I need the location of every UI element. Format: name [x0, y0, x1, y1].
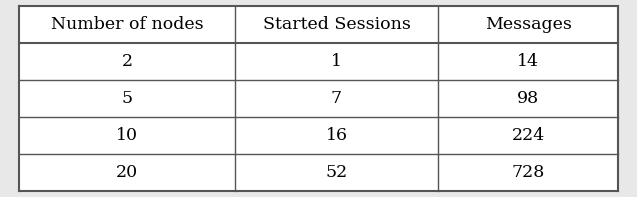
Text: 7: 7 — [331, 90, 342, 107]
Text: 14: 14 — [517, 53, 539, 70]
Text: 20: 20 — [116, 164, 138, 181]
Text: 728: 728 — [512, 164, 545, 181]
Text: 1: 1 — [331, 53, 342, 70]
Text: 2: 2 — [121, 53, 132, 70]
Text: Started Sessions: Started Sessions — [262, 16, 410, 33]
Text: 10: 10 — [116, 127, 138, 144]
Text: Messages: Messages — [485, 16, 571, 33]
Text: 98: 98 — [517, 90, 539, 107]
Text: 52: 52 — [326, 164, 348, 181]
Text: 16: 16 — [326, 127, 347, 144]
Text: 224: 224 — [512, 127, 545, 144]
Text: Number of nodes: Number of nodes — [50, 16, 203, 33]
Text: 5: 5 — [121, 90, 132, 107]
